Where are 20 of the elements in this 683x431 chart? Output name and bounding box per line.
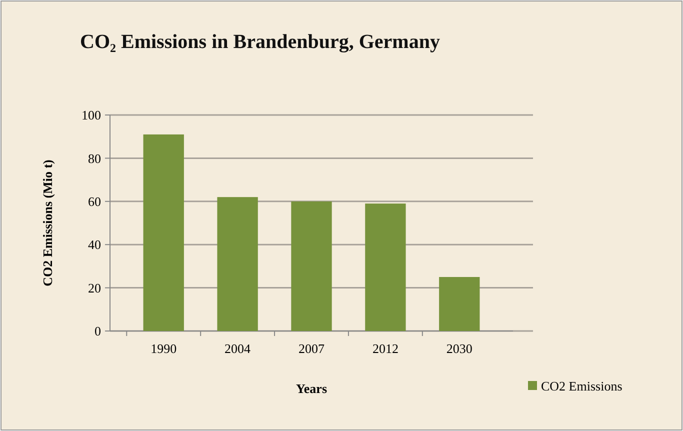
x-tick-label: 2012 <box>372 341 398 356</box>
x-axis-title: Years <box>296 381 328 396</box>
y-tick-label: 0 <box>94 324 101 339</box>
y-tick-label: 80 <box>88 150 101 166</box>
y-tick-label: 60 <box>88 194 101 209</box>
bar <box>365 204 406 331</box>
bar <box>439 277 480 331</box>
y-tick-label: 40 <box>88 237 101 252</box>
y-tick-label: 20 <box>88 280 101 296</box>
bar <box>217 197 258 331</box>
y-axis-title: CO2 Emissions (Mio t) <box>40 160 55 286</box>
x-tick-label: 1990 <box>150 341 177 356</box>
bar <box>291 201 332 331</box>
chart-title: CO₂ Emissions in Brandenburg, Germany <box>80 31 440 53</box>
x-tick-label: 2004 <box>224 341 252 356</box>
y-tick-label: 100 <box>82 108 101 123</box>
x-tick-label: 2007 <box>298 341 325 356</box>
x-tick-label: 2030 <box>446 341 472 356</box>
bar <box>143 134 184 331</box>
legend-label: CO2 Emissions <box>541 378 622 394</box>
